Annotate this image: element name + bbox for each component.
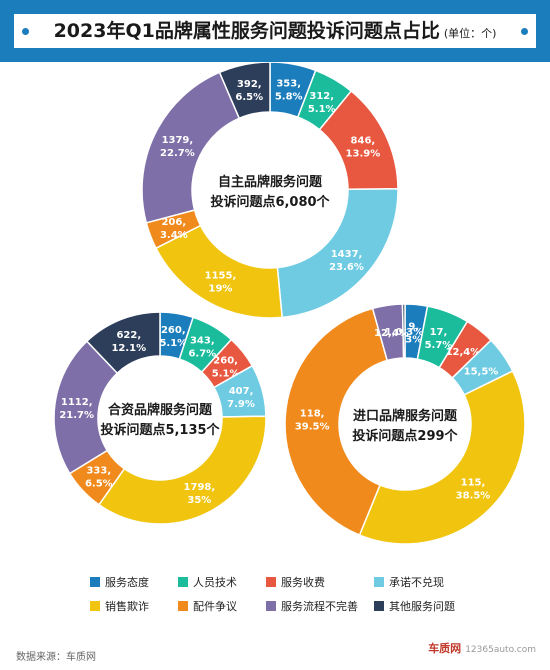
legend-item-6: 配件争议 — [178, 598, 237, 616]
title-dot-left — [22, 28, 29, 35]
donut-2-slice-label-4: 407, 7.9% — [227, 386, 255, 410]
donut-2-slice-label-1: 260, 5.1% — [159, 325, 187, 349]
title-main: 2023年Q1品牌属性服务问题投诉问题点占比 — [53, 20, 440, 42]
donut-2-slice-label-3: 260, 5.1% — [212, 356, 240, 380]
donut-2-slice-8 — [85, 311, 161, 375]
donut-3-slice-label-1: 9, 3% — [405, 321, 422, 345]
donut-2-slice-label-2: 343, 6.7% — [188, 335, 216, 359]
data-source: 数据来源：车质网 — [16, 652, 96, 663]
legend-item-3: 服务收费 — [266, 574, 325, 592]
legend-item-7: 服务流程不完善 — [266, 598, 358, 616]
donut-2-slice-label-8: 622, 12.1% — [111, 330, 146, 354]
donut-1-center-label: 自主品牌服务问题投诉问题点6,080个 — [210, 174, 330, 210]
donut-2-slice-5 — [98, 415, 267, 525]
donut-1-slice-label-6: 206, 3.4% — [160, 217, 188, 241]
donut-2-slice-label-6: 333, 6.5% — [85, 466, 113, 490]
donut-3-slice-5 — [358, 370, 526, 545]
donut-1-slice-label-3: 846, 13.9% — [346, 136, 381, 160]
donut-2-slice-label-7: 1112, 21.7% — [59, 397, 94, 421]
legend-label-7: 服务流程不完善 — [281, 600, 358, 613]
donut-3-slice-label-2: 17, 5.7% — [425, 327, 453, 351]
header-banner: 2023年Q1品牌属性服务问题投诉问题点占比 (单位：个) — [0, 0, 550, 62]
legend-swatch-1 — [90, 577, 100, 587]
donut-3-slice-label-5: 115, 38.5% — [456, 477, 491, 501]
donut-3-slice-label-6: 118, 39.5% — [295, 409, 330, 433]
title-bar: 2023年Q1品牌属性服务问题投诉问题点占比 (单位：个) — [14, 14, 536, 48]
donut-2-slice-label-5: 1798, 35% — [184, 482, 216, 506]
donut-3-slice-label-4: 15,5% — [464, 366, 499, 377]
watermark-brand: 车质网 — [428, 642, 462, 655]
legend-label-6: 配件争议 — [193, 600, 237, 613]
legend-swatch-5 — [90, 601, 100, 611]
donut-1-slice-8 — [218, 62, 271, 120]
legend-label-3: 服务收费 — [281, 576, 325, 589]
donut-3-slice-6 — [284, 307, 389, 537]
donut-1-slice-label-7: 1379, 22.7% — [160, 135, 195, 159]
donut-3-slice-label-8: 1,0.3% — [385, 327, 424, 338]
title-unit: (单位：个) — [443, 27, 497, 40]
legend-item-8: 其他服务问题 — [374, 598, 455, 616]
legend-swatch-3 — [266, 577, 276, 587]
legend-label-2: 人员技术 — [193, 576, 237, 589]
title-dot-right — [521, 28, 528, 35]
watermark-url: 12365auto.com — [465, 645, 536, 655]
donut-3-slice-label-7: 12,4% — [374, 328, 409, 339]
legend-swatch-6 — [178, 601, 188, 611]
legend-swatch-7 — [266, 601, 276, 611]
donut-1-slice-label-4: 1437, 23.6% — [329, 249, 364, 273]
legend-swatch-2 — [178, 577, 188, 587]
legend-item-1: 服务态度 — [90, 574, 149, 592]
donut-2-center-label: 合资品牌服务问题投诉问题点5,135个 — [100, 402, 220, 438]
donut-3-slice-8 — [401, 303, 406, 359]
donut-1-slice-label-5: 1155, 19% — [205, 270, 237, 294]
donut-3-center-label: 进口品牌服务问题投诉问题点299个 — [352, 408, 458, 444]
chart-title: 2023年Q1品牌属性服务问题投诉问题点占比 (单位：个) — [14, 14, 536, 48]
legend-label-8: 其他服务问题 — [389, 600, 455, 613]
donut-3-slice-label-3: 12,4% — [446, 347, 481, 358]
legend-item-4: 承诺不兑现 — [374, 574, 444, 592]
legend-swatch-4 — [374, 577, 384, 587]
donut-1-slice-label-2: 312, 5.1% — [308, 91, 336, 115]
legend-item-2: 人员技术 — [178, 574, 237, 592]
donut-charts: 353, 5.8% 312, 5.1% 846, 13.9% 1437, 23.6% 1155,… — [53, 62, 526, 545]
legend-swatch-8 — [374, 601, 384, 611]
legend-label-1: 服务态度 — [105, 576, 149, 589]
donut-1-slice-4 — [276, 188, 399, 319]
donut-1-slice-label-1: 353, 5.8% — [275, 79, 303, 103]
donut-1-slice-label-8: 392, 6.5% — [235, 79, 263, 103]
legend: 服务态度 人员技术 服务收费 承诺不兑现销售欺诈 配件争议 服务流程不完善 其他服务问题 — [0, 574, 550, 624]
legend-label-4: 承诺不兑现 — [389, 576, 444, 589]
watermark: 车质网 12365auto.com — [428, 640, 536, 656]
legend-item-5: 销售欺诈 — [90, 598, 149, 616]
legend-label-5: 销售欺诈 — [105, 600, 149, 613]
